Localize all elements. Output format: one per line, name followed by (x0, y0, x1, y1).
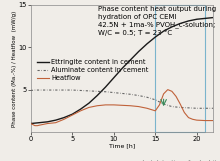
Legend: Ettringite content in cement, Aluminate content in cement, Heatflow: Ettringite content in cement, Aluminate … (34, 57, 152, 84)
Text: last detection of anhydrite: last detection of anhydrite (142, 160, 220, 161)
Text: Phase content heat output during
hydration of OPC CEMI
42.5N + 1ma-% PVOH_c-solu: Phase content heat output during hydrati… (98, 6, 216, 36)
Bar (155, 5, 205, 132)
X-axis label: Time [h]: Time [h] (109, 144, 135, 149)
Y-axis label: Phase content (Ma.-%) / Heatflow  (mW/g): Phase content (Ma.-%) / Heatflow (mW/g) (12, 10, 17, 127)
